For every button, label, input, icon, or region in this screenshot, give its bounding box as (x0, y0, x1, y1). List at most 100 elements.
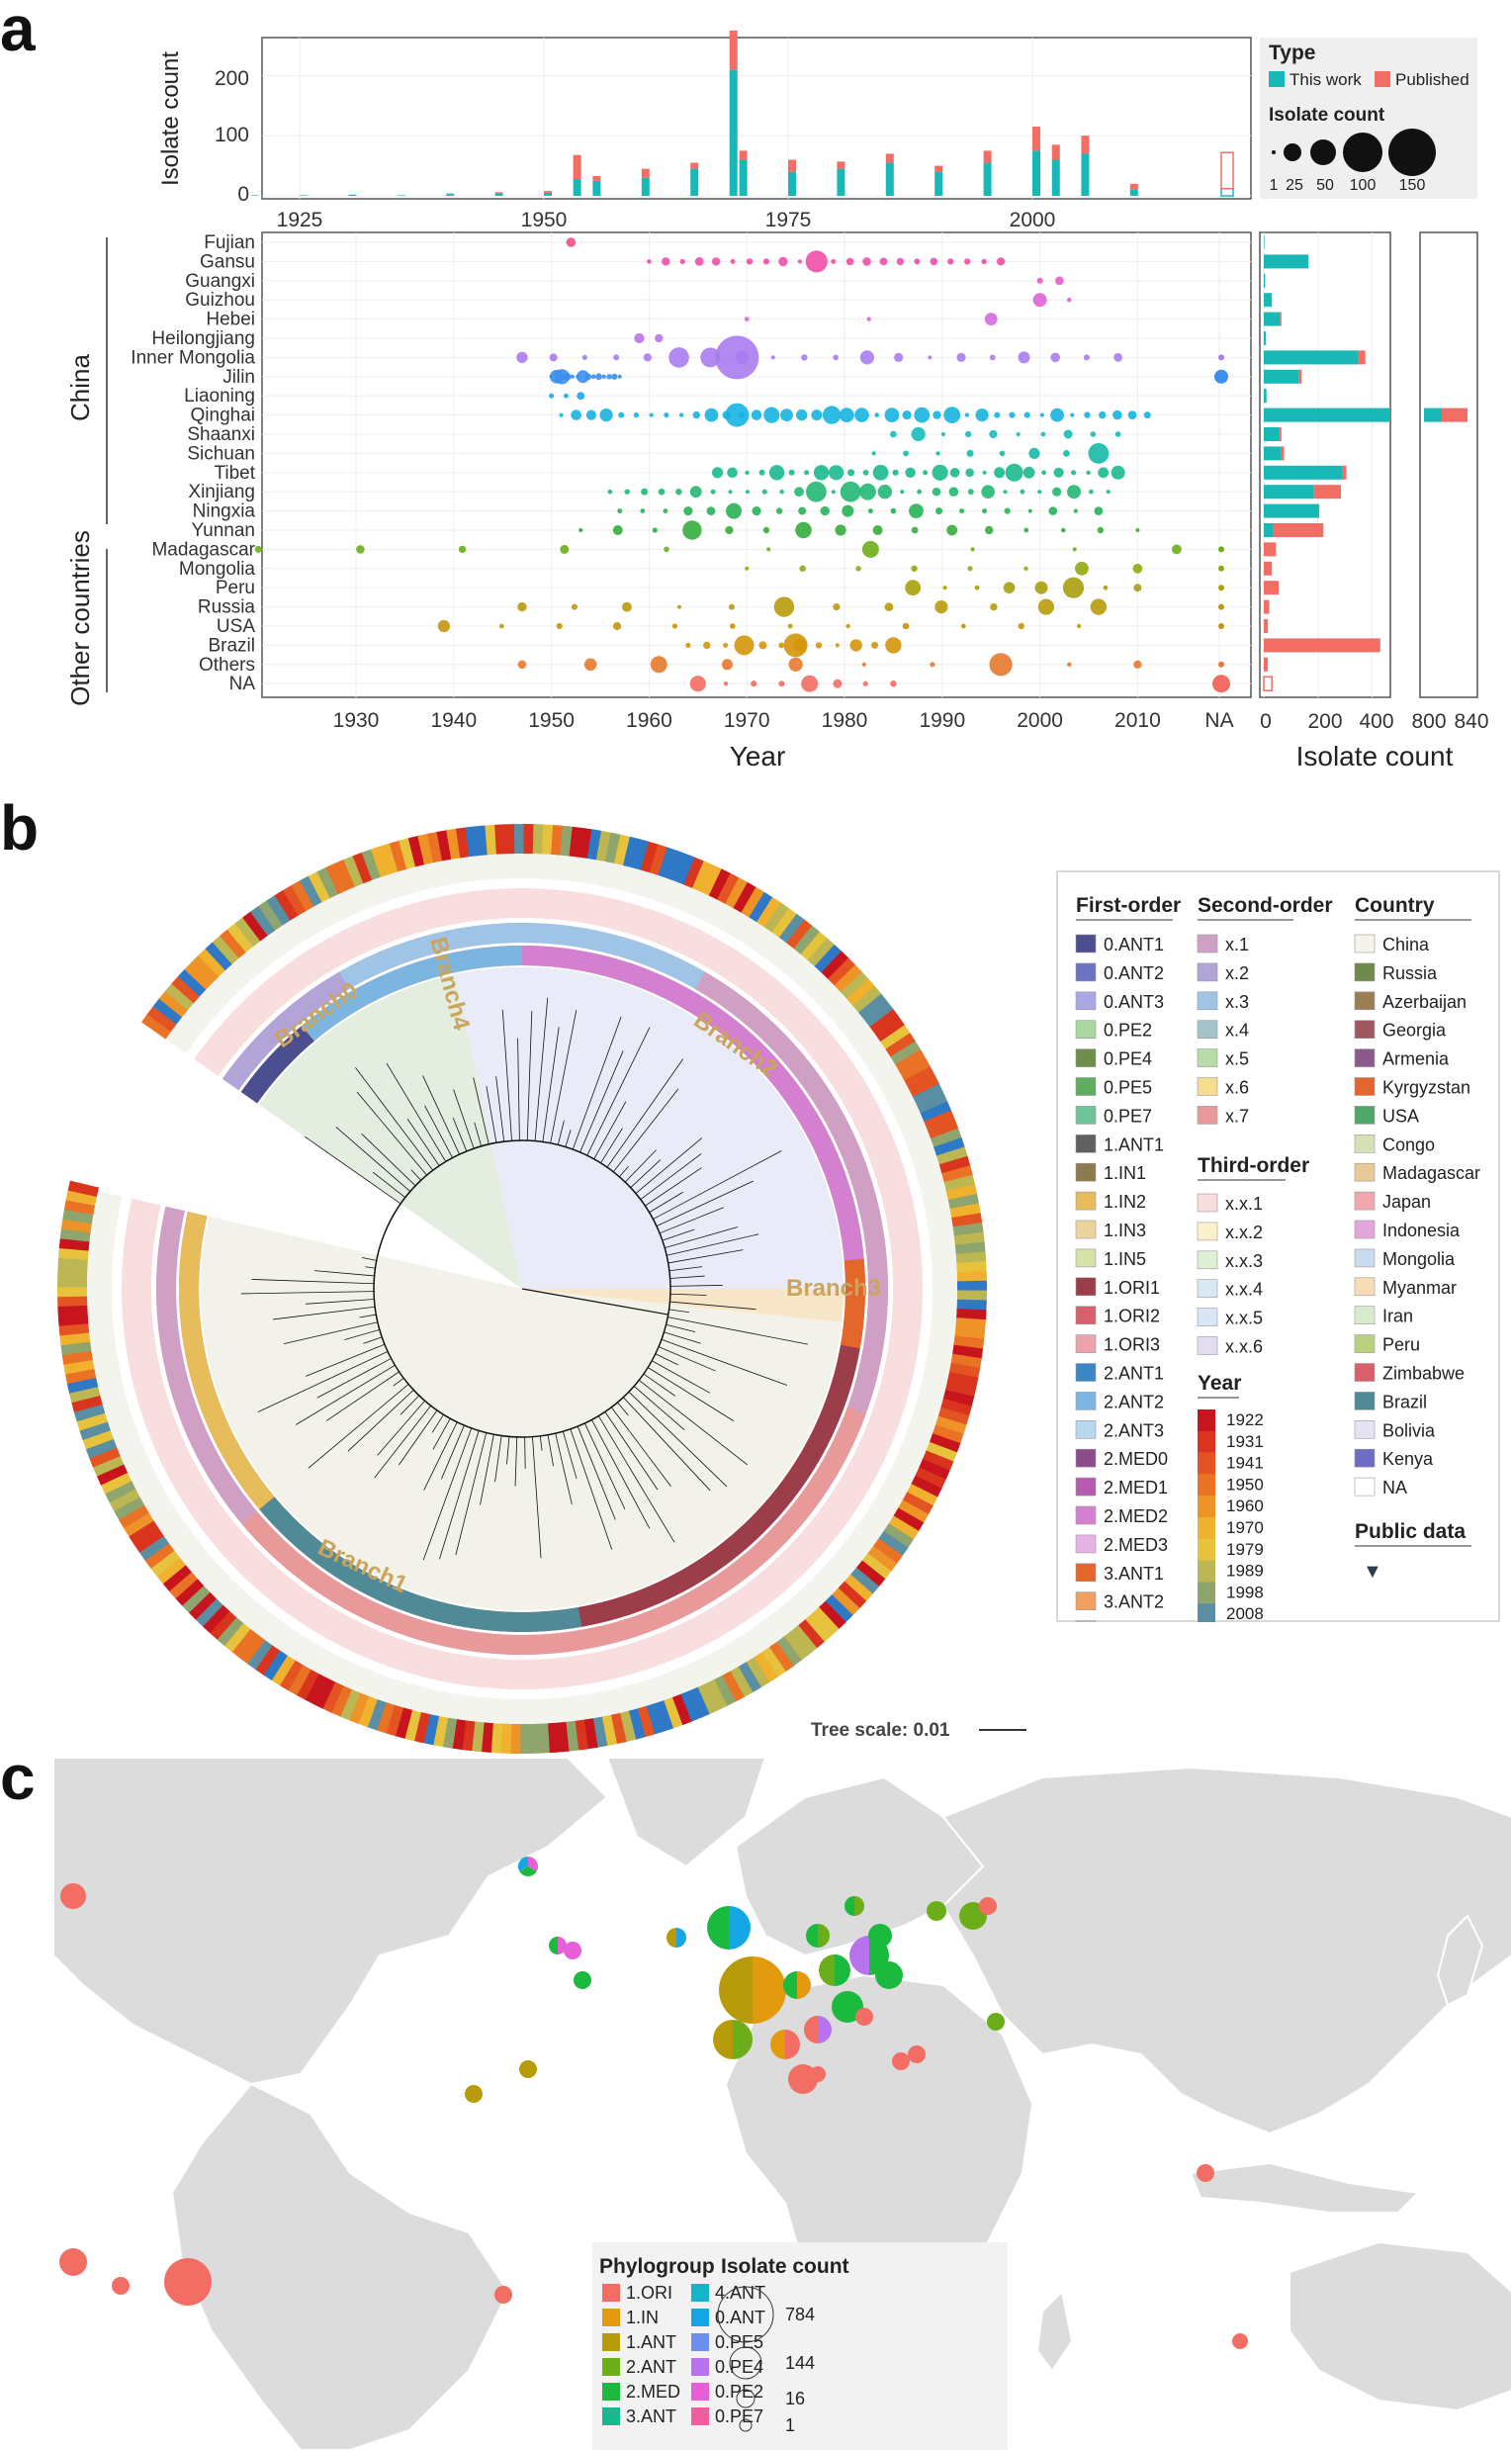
year-ring-stripe (325, 862, 347, 895)
year-ring-stripe (885, 1033, 916, 1057)
bubble (1098, 467, 1110, 479)
phylogroup-title: Phylogroup (599, 2255, 715, 2278)
legend-swatch (1075, 1162, 1097, 1182)
year-ring-stripe (640, 841, 659, 873)
map-pie (519, 2060, 537, 2078)
tree-branch (665, 1226, 739, 1249)
region-bar-published (1263, 676, 1273, 691)
bubble (1027, 508, 1032, 513)
bubble (1034, 581, 1048, 594)
bubble-large (715, 335, 759, 380)
country-title: Country (1355, 894, 1435, 917)
bubble (689, 676, 706, 692)
bubble (499, 623, 504, 629)
bubble (1070, 412, 1075, 417)
year-ring-stripe (386, 1704, 404, 1737)
tree-branch (630, 1159, 662, 1188)
year-ring-stripe (162, 1564, 192, 1591)
bubble (662, 257, 670, 266)
year-ring-stripe (832, 1588, 860, 1616)
bubble (578, 527, 583, 533)
hist-bar-this-work (934, 171, 943, 196)
year-ring-stripe (954, 1326, 986, 1340)
year-ring-stripe (655, 1700, 674, 1732)
bubble (758, 469, 765, 476)
year-ring-stripe (869, 1009, 900, 1035)
legend-label: x.x.4 (1225, 1280, 1263, 1300)
map-pie-slice (835, 1954, 850, 1986)
bubble (805, 250, 828, 273)
year-swatch (1198, 1603, 1215, 1622)
bubble (798, 506, 807, 515)
bubble (1023, 466, 1035, 479)
region-label: Brazil (208, 635, 255, 656)
right-tick-200: 200 (1307, 710, 1342, 733)
tree-branch (410, 1169, 421, 1181)
year-swatch (1198, 1560, 1215, 1583)
year-ring-stripe (61, 1350, 93, 1365)
legend-label: Peru (1382, 1335, 1420, 1355)
year-ring-stripe (776, 1636, 802, 1667)
year-ring-stripe (880, 1025, 911, 1050)
year-ring-stripe (64, 1368, 97, 1385)
year-ring-stripe (258, 900, 284, 931)
legend-label: Madagascar (1382, 1163, 1480, 1183)
year-ring-stripe (811, 1606, 840, 1636)
bubble (727, 467, 738, 479)
bubble (871, 451, 876, 456)
tree-branch (669, 1301, 756, 1311)
year-ring-stripe (423, 1713, 440, 1746)
year-ring-stripe (613, 834, 631, 866)
bubble (618, 411, 625, 418)
hist-xtick-1925: 1925 (277, 209, 323, 231)
year-tick: 2010 (1114, 709, 1161, 732)
bubble (894, 352, 904, 362)
other-countries-group-label: Other countries (65, 530, 95, 706)
bubble (884, 602, 894, 611)
phylogroup-label: 1.ANT (626, 2332, 676, 2352)
legend-swatch (1197, 1308, 1218, 1326)
bubble (872, 525, 883, 535)
year-ring-stripe (569, 826, 582, 858)
tree-branch (647, 1367, 735, 1421)
right-tick-800: 800 (1411, 710, 1446, 733)
bubble-na (1218, 354, 1224, 361)
tree-branch (619, 1165, 629, 1178)
third-order-title: Third-order (1198, 1154, 1309, 1177)
bubble (744, 317, 750, 321)
map-pie (564, 1942, 581, 1959)
legend-label: x.x.2 (1225, 1223, 1263, 1242)
map-size-label-1: 1 (785, 2415, 795, 2435)
bubble (831, 490, 836, 495)
legend-swatch (1197, 1279, 1218, 1299)
map-pie-slice (818, 2016, 832, 2043)
year-ring-stripe (485, 824, 497, 856)
legend-label: 1.IN5 (1104, 1249, 1146, 1269)
year-ring-stripe (840, 971, 869, 1000)
year-ring-stripe (717, 872, 740, 904)
legend-swatch (1354, 1477, 1376, 1497)
year-ring-stripe (510, 1723, 521, 1754)
phylogroup-swatch (602, 2358, 620, 2376)
map-pie (1232, 2333, 1248, 2349)
year-ring-stripe (863, 1001, 894, 1028)
region-label: Madagascar (151, 539, 255, 560)
tree-branch (308, 1384, 409, 1469)
bubble (723, 681, 729, 686)
legend-swatch (1197, 1222, 1218, 1241)
bubble (943, 407, 961, 423)
legend-label: Myanmar (1382, 1278, 1457, 1298)
bubble (655, 333, 664, 343)
hist-bar-this-work (983, 162, 992, 196)
tree-branch (501, 1009, 512, 1141)
bubble (840, 481, 861, 502)
year-ring-stripe (68, 1386, 101, 1404)
year-ring-stripe (313, 1678, 336, 1709)
land-south-america (170, 2082, 510, 2450)
bubble (564, 393, 569, 399)
map-pie (1197, 2164, 1214, 2182)
bubble (775, 507, 783, 514)
year-ring-stripe (754, 1652, 778, 1682)
map-pie-slice (854, 1896, 864, 1916)
year-ring-stripe (688, 1686, 710, 1719)
